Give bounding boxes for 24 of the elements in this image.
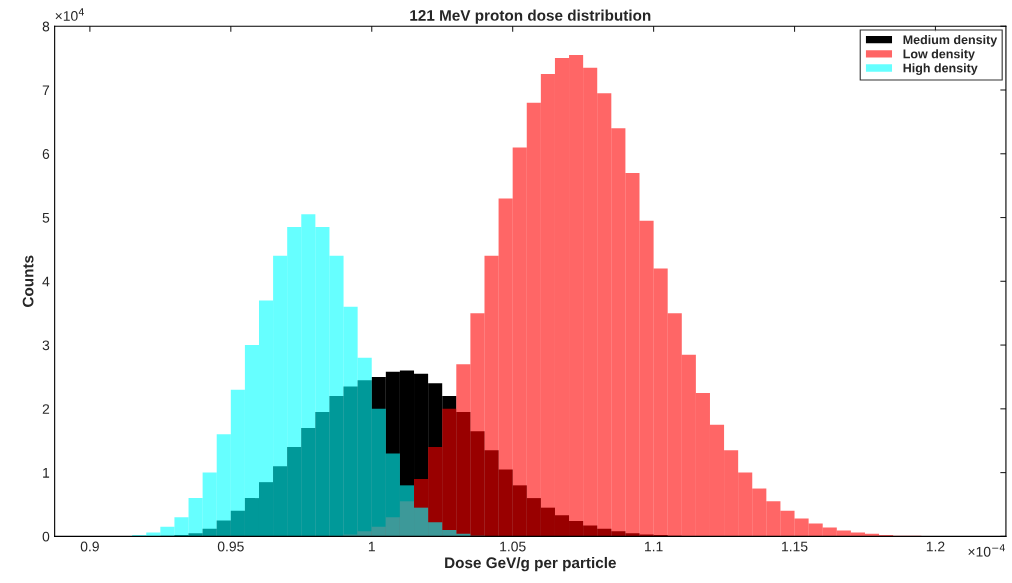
x-tick-label: 1.1: [645, 541, 663, 552]
y-tick-label: 1: [43, 468, 50, 478]
legend-label: Medium density: [903, 34, 998, 47]
chart-title: 121 MeV proton dose distribution: [410, 9, 651, 24]
text: ×10$^{−4}$: [968, 544, 1005, 557]
legend-label: Low density: [903, 49, 975, 61]
y-tick-label: 5: [42, 213, 50, 223]
legend-label: High density: [903, 63, 978, 75]
text: ×10$^{4}$: [55, 8, 84, 21]
x-tick-label: 1.05: [500, 541, 526, 552]
x-tick-label: 0.9: [80, 541, 99, 552]
y-tick-label: 2: [42, 404, 50, 414]
y-tick-label: 3: [42, 340, 50, 351]
y-tick-label: 4: [42, 276, 50, 287]
y-tick-label: 7: [42, 85, 50, 96]
x-axis-title: Dose GeV/g per particle: [445, 556, 616, 572]
x-tick-label: 1: [368, 541, 375, 552]
y-tick-label: 6: [42, 149, 50, 159]
y-tick-label: 0: [42, 531, 50, 542]
x-tick-label: 1.2: [926, 541, 945, 552]
y-tick-label: 8: [42, 21, 50, 32]
y-axis-title: Counts: [22, 255, 34, 307]
x-tick-label: 0.95: [217, 541, 244, 552]
x-tick-label: 1.15: [782, 541, 808, 552]
